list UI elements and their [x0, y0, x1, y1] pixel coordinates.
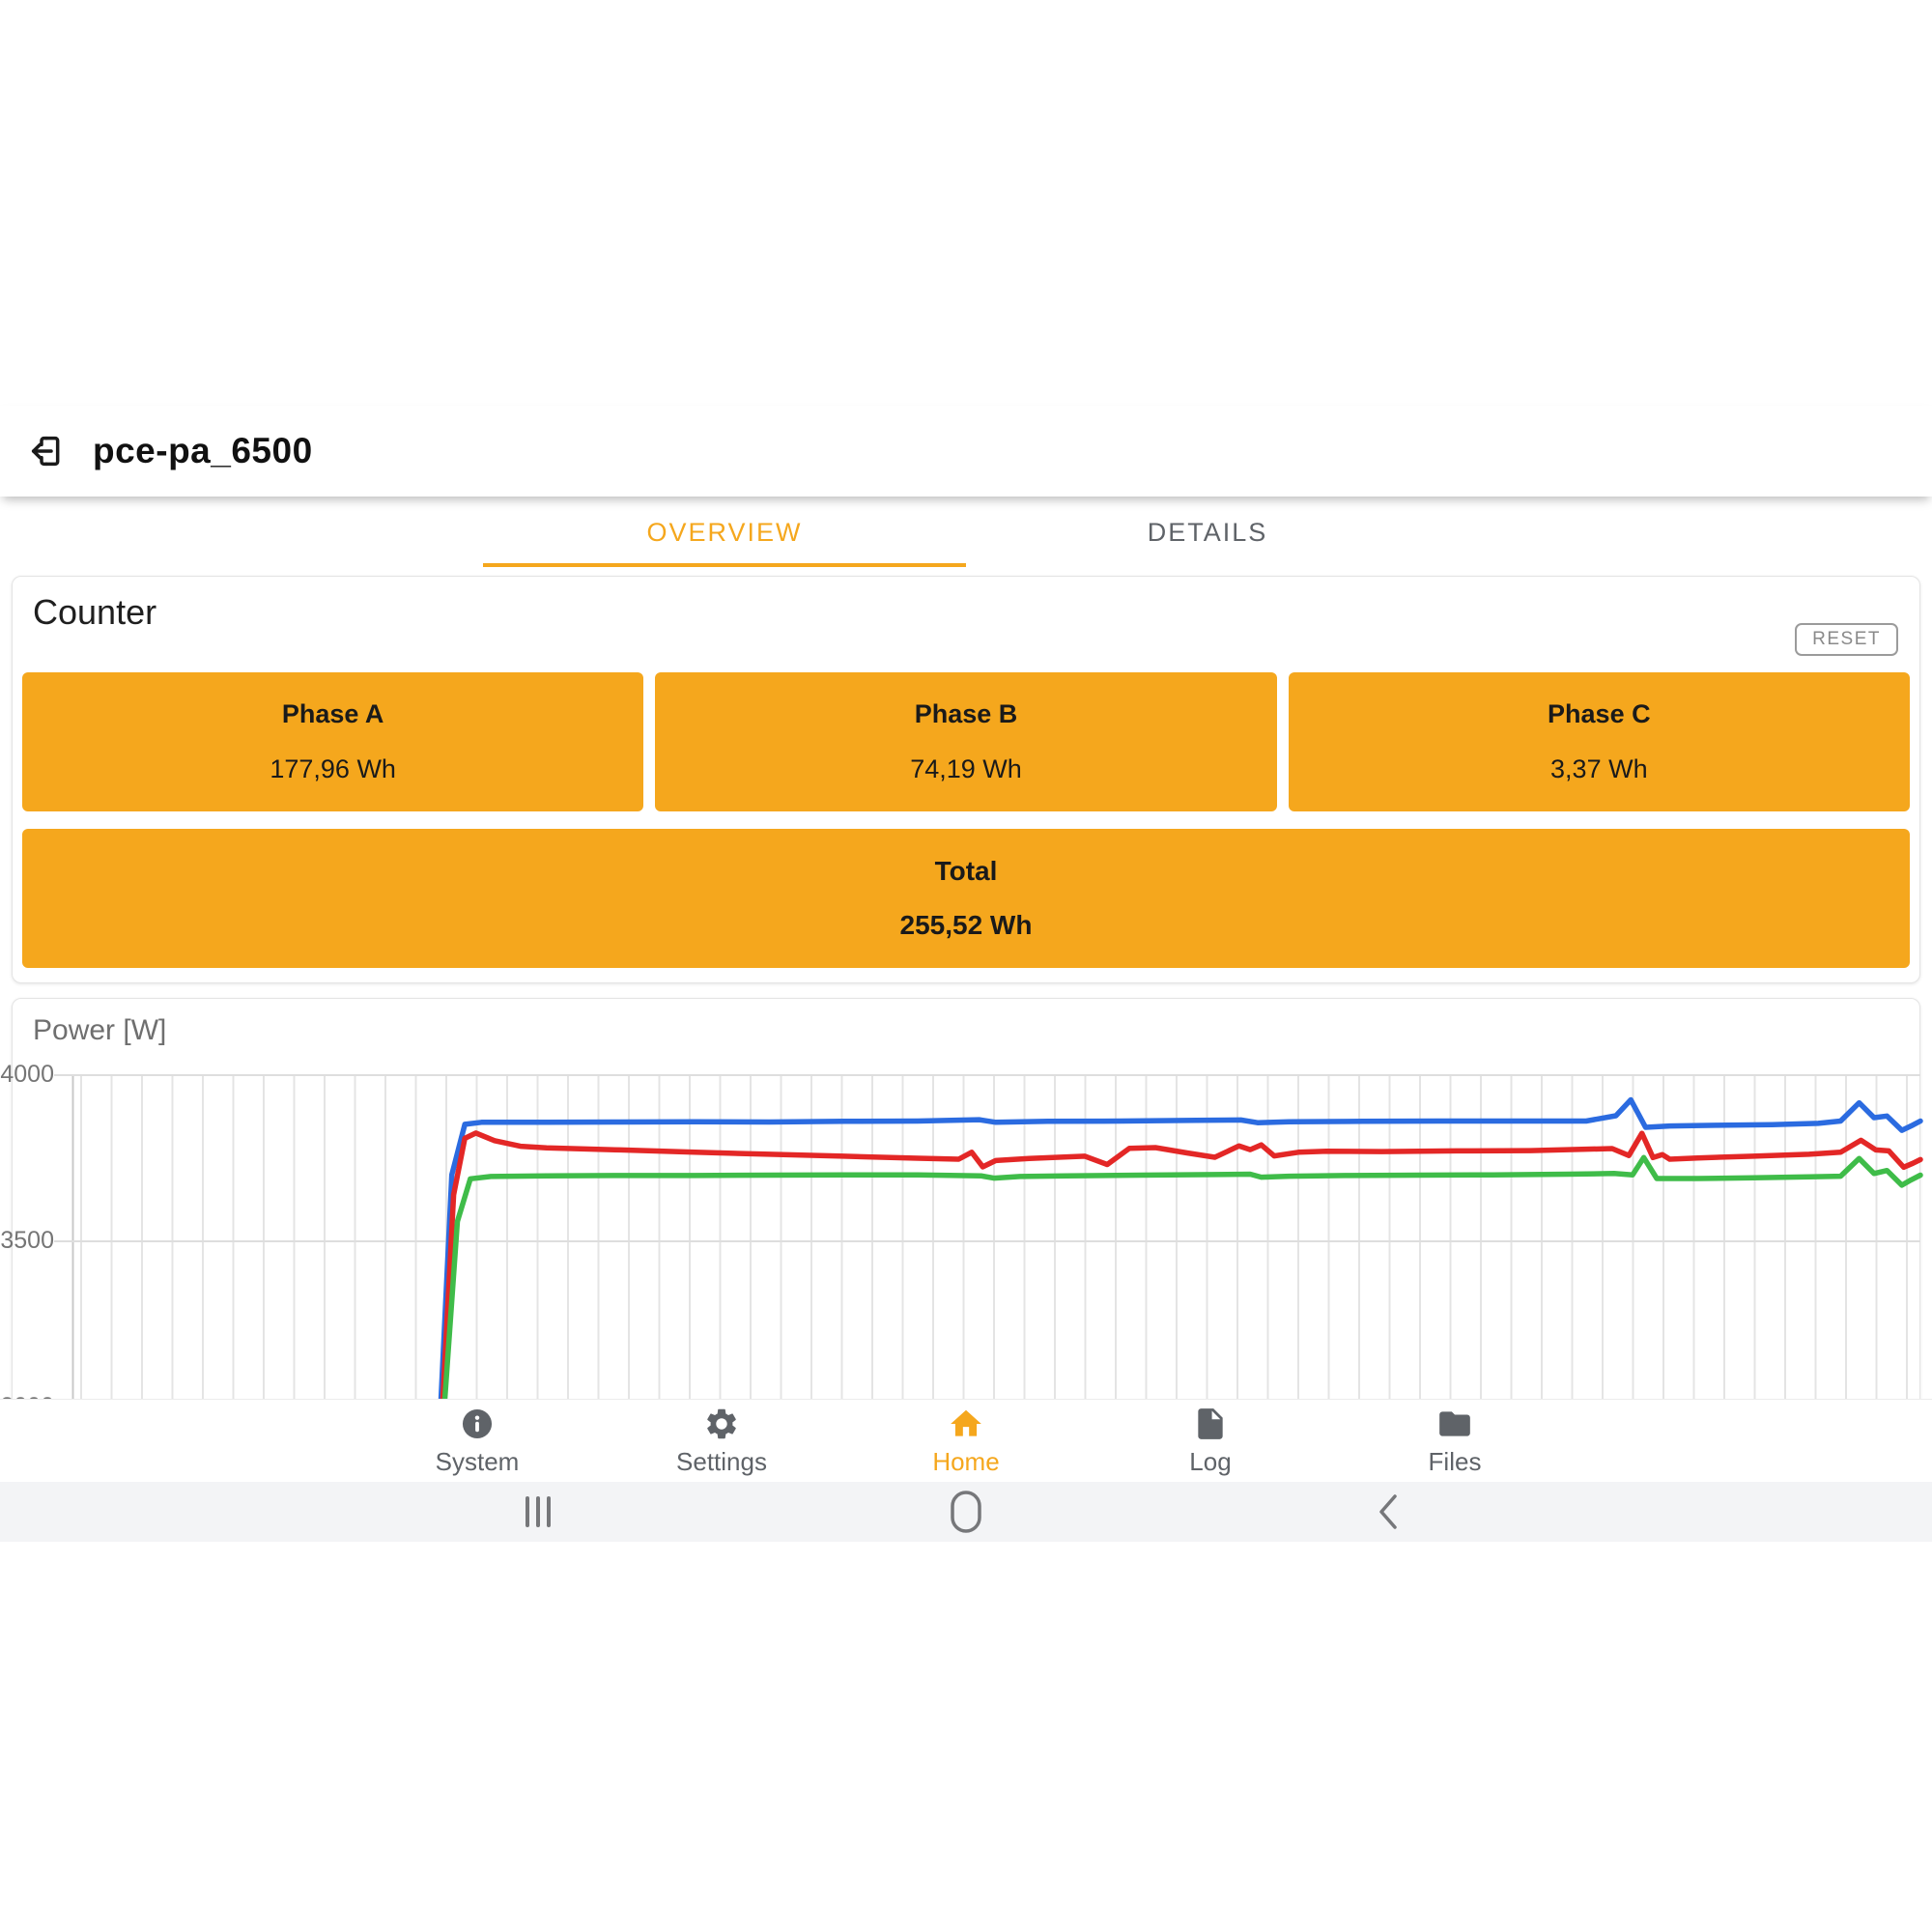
line-red: [440, 1130, 1923, 1399]
chart-title: Power [W]: [33, 1014, 167, 1046]
gear-icon: [707, 1408, 736, 1439]
counter-card: Counter RESET Phase A 177,96 Wh Phase B …: [12, 576, 1920, 983]
phase-c-box: Phase C 3,37 Wh: [1288, 672, 1910, 811]
phase-a-value: 177,96 Wh: [270, 754, 396, 783]
nav-item-log[interactable]: Log: [1089, 1406, 1333, 1477]
info-icon: [462, 1408, 493, 1439]
phase-a-box: Phase A 177,96 Wh: [22, 672, 644, 811]
tab-bar: OVERVIEW DETAILS: [483, 497, 1449, 567]
phase-b-label: Phase B: [914, 699, 1018, 728]
tab-overview[interactable]: OVERVIEW: [483, 497, 966, 567]
active-tab-underline: [483, 563, 966, 567]
back-icon[interactable]: [1350, 1482, 1427, 1542]
nav-item-home[interactable]: Home: [844, 1406, 1089, 1477]
page-title: pce-pa_6500: [93, 431, 313, 470]
phase-c-label: Phase C: [1548, 699, 1651, 728]
nav-item-system[interactable]: System: [355, 1406, 600, 1477]
bottom-nav: System Settings Home Log Files: [0, 1399, 1932, 1483]
tab-details[interactable]: DETAILS: [966, 497, 1449, 567]
tab-details-label: DETAILS: [1147, 517, 1268, 547]
y-tick-label: 4000: [0, 1061, 54, 1088]
nav-label-files: Files: [1428, 1447, 1482, 1476]
android-system-bar: [0, 1482, 1932, 1542]
total-value: 255,52 Wh: [899, 910, 1033, 940]
nav-label-settings: Settings: [676, 1447, 767, 1476]
app-bar: pce-pa_6500: [0, 406, 1932, 497]
reset-button[interactable]: RESET: [1795, 623, 1898, 656]
nav-label-home: Home: [932, 1447, 1000, 1476]
exit-icon[interactable]: [27, 432, 66, 470]
home-circle-icon[interactable]: [927, 1482, 1005, 1542]
nav-label-log: Log: [1189, 1447, 1232, 1476]
line-blue: [438, 1096, 1923, 1399]
nav-item-settings[interactable]: Settings: [600, 1406, 844, 1477]
document-icon: [1198, 1408, 1223, 1439]
phase-b-box: Phase B 74,19 Wh: [655, 672, 1277, 811]
phase-c-value: 3,37 Wh: [1550, 754, 1648, 783]
phase-a-label: Phase A: [281, 699, 384, 728]
recents-icon[interactable]: [499, 1482, 577, 1542]
phase-row: Phase A 177,96 Wh Phase B 74,19 Wh Phase…: [22, 672, 1910, 811]
total-label: Total: [934, 856, 998, 886]
counter-title: Counter: [33, 592, 157, 632]
line-green: [441, 1154, 1923, 1399]
y-tick-label: 3500: [0, 1227, 54, 1254]
power-line-chart: [54, 1074, 1923, 1399]
folder-icon: [1439, 1411, 1470, 1436]
phase-b-value: 74,19 Wh: [910, 754, 1022, 783]
home-icon: [951, 1409, 981, 1436]
nav-label-system: System: [435, 1447, 520, 1476]
nav-item-files[interactable]: Files: [1333, 1406, 1577, 1477]
total-box: Total 255,52 Wh: [22, 829, 1910, 968]
tab-overview-label: OVERVIEW: [646, 517, 803, 547]
